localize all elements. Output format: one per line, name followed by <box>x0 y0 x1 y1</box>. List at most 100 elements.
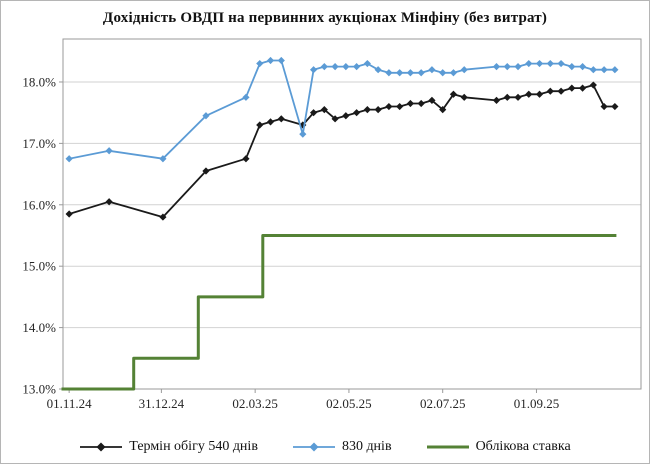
data-point-marker <box>535 59 544 68</box>
data-point-marker <box>492 96 501 105</box>
data-point-marker <box>159 155 167 163</box>
plot-border <box>62 38 642 390</box>
data-point-marker <box>385 69 393 77</box>
data-point-marker <box>277 115 285 123</box>
data-point-marker <box>299 130 307 138</box>
data-point-marker <box>242 155 250 163</box>
data-point-marker <box>525 90 533 98</box>
x-tick-label: 02.03.25 <box>232 396 278 411</box>
data-point-marker <box>492 63 501 71</box>
data-point-marker <box>546 87 554 95</box>
data-point-marker <box>439 69 447 77</box>
data-point-marker <box>202 112 210 120</box>
data-point-marker <box>396 102 404 111</box>
data-point-marker <box>331 115 339 123</box>
data-point-marker <box>309 109 318 117</box>
data-point-marker <box>568 63 576 71</box>
data-point-marker <box>439 106 447 114</box>
data-point-marker <box>320 63 328 71</box>
data-point-marker <box>299 121 307 129</box>
data-point-marker <box>460 66 468 74</box>
y-tick-label: 15.0% <box>22 259 56 274</box>
data-point-marker <box>374 106 382 114</box>
legend-item-discount-rate: Облікова ставка <box>426 439 571 455</box>
data-point-marker <box>105 198 113 206</box>
x-tick-label: 01.09.25 <box>514 396 560 411</box>
data-point-marker <box>342 63 350 71</box>
y-tick-label: 13.0% <box>22 382 56 397</box>
legend-label-540-days: Термін обігу 540 днів <box>129 439 258 454</box>
x-tick-label: 01.11.24 <box>47 396 93 411</box>
data-point-marker <box>65 210 73 218</box>
data-point-marker <box>417 99 425 108</box>
data-point-marker <box>363 106 371 114</box>
chart-title: Дохідність ОВДП на первинних аукціонах М… <box>102 10 548 26</box>
data-point-marker <box>514 93 522 101</box>
data-point-marker <box>353 109 361 117</box>
data-point-marker <box>525 59 533 68</box>
data-point-marker <box>277 56 285 65</box>
data-point-marker <box>557 59 565 68</box>
data-point-marker <box>600 66 608 74</box>
legend-item-830-days: 830 днів <box>292 439 392 455</box>
y-tick-label: 14.0% <box>22 320 56 335</box>
series-line-2 <box>61 234 617 391</box>
data-point-marker <box>611 66 619 74</box>
data-point-marker <box>363 59 371 68</box>
data-point-marker <box>105 147 113 155</box>
data-point-marker <box>428 66 436 74</box>
data-point-marker <box>65 155 73 163</box>
data-point-marker <box>159 213 167 221</box>
legend-label-830-days: 830 днів <box>341 439 392 454</box>
data-point-marker <box>309 66 318 74</box>
plot-area: 13.0% 14.0% 15.0% 16.0% 17.0% 18.0% 01.11.24 31… <box>1 27 649 421</box>
data-point-marker <box>242 93 250 101</box>
data-point-marker <box>535 90 544 98</box>
data-point-marker <box>568 84 576 92</box>
series-line-0 <box>67 84 616 219</box>
data-point-marker <box>374 66 382 74</box>
data-point-marker <box>449 90 458 98</box>
legend-line-icon <box>426 445 469 449</box>
data-point-marker <box>320 106 328 114</box>
data-point-marker <box>460 93 468 101</box>
data-point-marker <box>578 84 587 92</box>
x-tick-label: 02.05.25 <box>326 396 372 411</box>
data-point-marker <box>331 63 339 71</box>
legend-label-discount-rate: Облікова ставка <box>475 439 571 454</box>
data-point-marker <box>589 66 597 74</box>
x-tick-label: 31.12.24 <box>139 396 185 411</box>
data-point-marker <box>202 167 210 175</box>
data-point-marker <box>557 87 565 95</box>
chart-canvas: 13.0% 14.0% 15.0% 16.0% 17.0% 18.0% 01.11.24 31… <box>22 38 642 411</box>
data-point-marker <box>353 63 361 71</box>
x-tick-label: 02.07.25 <box>420 396 466 411</box>
legend-line-diamond-icon <box>80 442 123 452</box>
chart-legend: Термін обігу 540 днів 830 днів Облікова … <box>1 439 649 455</box>
data-point-marker <box>611 102 619 111</box>
data-point-marker <box>503 63 511 71</box>
y-tick-label: 16.0% <box>22 197 56 212</box>
data-point-marker <box>546 59 554 68</box>
data-point-marker <box>342 112 350 120</box>
data-point-marker <box>256 121 264 129</box>
data-point-marker <box>256 59 264 68</box>
data-point-marker <box>589 81 597 89</box>
data-point-marker <box>266 56 275 65</box>
legend-line-diamond-icon <box>292 442 335 452</box>
data-point-marker <box>578 63 587 71</box>
data-point-marker <box>428 96 436 105</box>
data-point-marker <box>266 118 275 126</box>
y-tick-label: 17.0% <box>22 136 56 151</box>
y-tick-label: 18.0% <box>22 74 56 89</box>
data-point-marker <box>417 69 425 77</box>
data-point-marker <box>385 102 393 111</box>
legend-item-540-days: Термін обігу 540 днів <box>79 439 258 455</box>
data-point-marker <box>600 102 608 111</box>
data-point-marker <box>406 99 415 108</box>
series-line-1 <box>68 59 616 160</box>
data-point-marker <box>396 69 404 77</box>
data-point-marker <box>514 63 522 71</box>
data-point-marker <box>503 93 511 101</box>
